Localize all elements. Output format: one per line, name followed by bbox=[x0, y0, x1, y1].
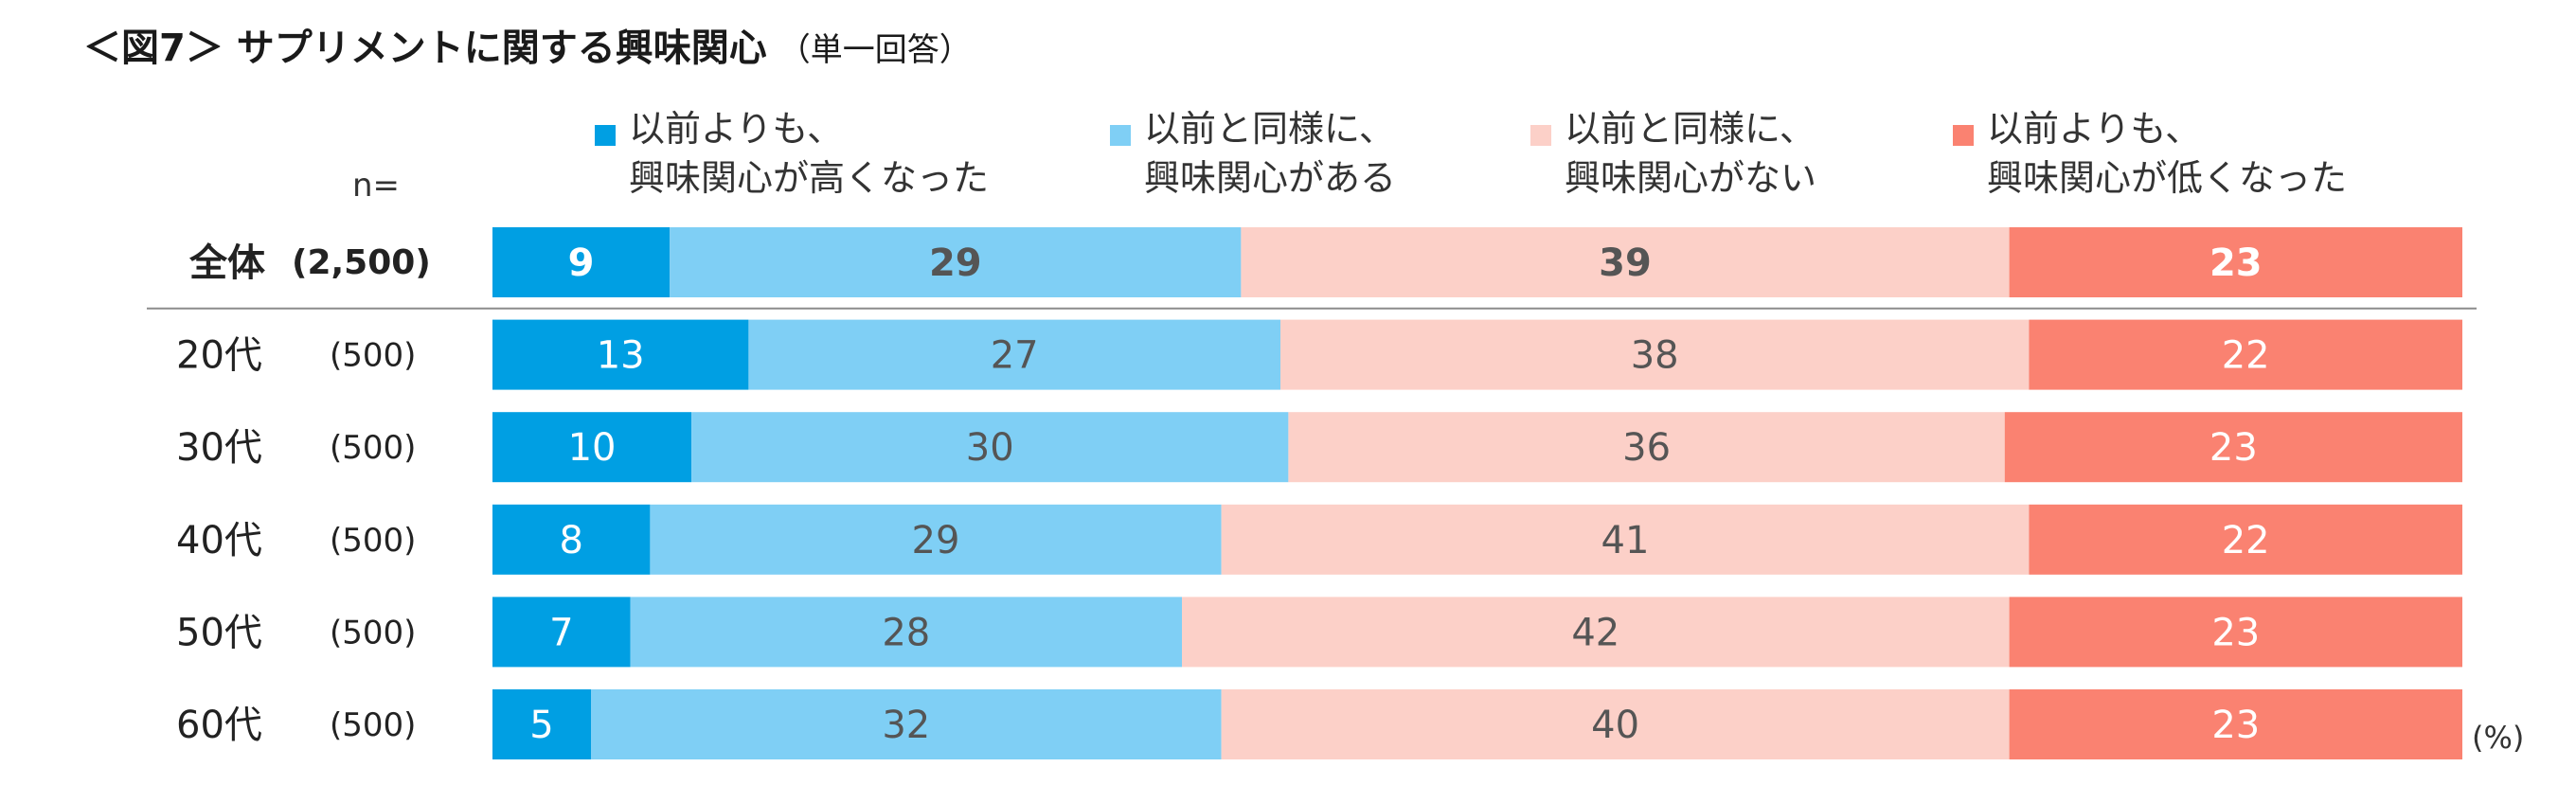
bar-segment bbox=[1221, 504, 2030, 575]
data-label: 39 bbox=[1599, 241, 1652, 285]
category-label: 60代 bbox=[176, 704, 262, 747]
category-label: 50代 bbox=[176, 611, 262, 654]
legend-swatch-same-interested bbox=[1110, 125, 1131, 146]
category-label: 全体 bbox=[188, 241, 265, 285]
n-label: n= bbox=[352, 167, 401, 205]
category-label: 40代 bbox=[176, 519, 262, 562]
chart-title: ＜図7＞ サプリメントに関する興味関心 （単一回答） bbox=[83, 17, 972, 72]
category-label: 30代 bbox=[176, 426, 262, 470]
data-label: 32 bbox=[882, 704, 930, 747]
bar-segment bbox=[2009, 597, 2462, 668]
sample-size-label: (2,500) bbox=[292, 243, 431, 282]
bar-segment bbox=[492, 689, 591, 759]
data-label: 27 bbox=[991, 334, 1039, 378]
data-label: 9 bbox=[568, 241, 595, 285]
bar-segment bbox=[2029, 319, 2462, 390]
chart-subtitle: （単一回答） bbox=[778, 31, 972, 69]
bar-segment bbox=[492, 504, 651, 575]
sample-size-label: (500) bbox=[330, 429, 416, 467]
legend-item-same-interested: 以前と同様に、 興味関心がある bbox=[1110, 104, 1396, 203]
bar-segment bbox=[492, 319, 749, 390]
bar-segment bbox=[650, 504, 1222, 575]
data-label: 38 bbox=[1631, 334, 1679, 378]
bar-segment bbox=[1221, 689, 2010, 759]
legend-swatch-same-not-interested bbox=[1530, 125, 1551, 146]
legend-label-same-not-interested: 以前と同様に、 興味関心がない bbox=[1565, 108, 1817, 199]
sample-size-label: (500) bbox=[330, 614, 416, 651]
legend-swatch-decreased bbox=[1953, 125, 1974, 146]
legend-swatch-increased bbox=[595, 125, 616, 146]
data-label: 22 bbox=[2222, 519, 2270, 562]
bar-segment bbox=[492, 412, 692, 483]
legend-label-same-interested: 以前と同様に、 興味関心がある bbox=[1144, 108, 1397, 199]
bar-segment bbox=[1241, 227, 2010, 297]
data-label: 41 bbox=[1601, 519, 1650, 562]
sample-size-label: (500) bbox=[330, 337, 416, 375]
legend-item-increased: 以前よりも、 興味関心が高くなった bbox=[595, 104, 989, 203]
legend-label-decreased: 以前よりも、 興味関心が低くなった bbox=[1987, 108, 2348, 199]
bar-segment bbox=[670, 227, 1242, 297]
bar-segment bbox=[1182, 597, 2010, 668]
bar-segment bbox=[492, 597, 631, 668]
legend-item-same-not-interested: 以前と同様に、 興味関心がない bbox=[1530, 104, 1816, 203]
bar-segment bbox=[1280, 319, 2030, 390]
category-label: 20代 bbox=[176, 334, 262, 378]
data-label: 36 bbox=[1622, 426, 1671, 470]
legend-label-increased: 以前よりも、 興味関心が高くなった bbox=[629, 108, 990, 199]
bar-segment bbox=[591, 689, 1222, 759]
bar-segment bbox=[691, 412, 1289, 483]
data-label: 8 bbox=[559, 519, 582, 562]
data-label: 23 bbox=[2211, 611, 2260, 654]
data-label: 29 bbox=[912, 519, 960, 562]
sample-size-label: (500) bbox=[330, 706, 416, 744]
sample-size-label: (500) bbox=[330, 522, 416, 560]
bar-segment bbox=[748, 319, 1280, 390]
bar-segment bbox=[2009, 689, 2462, 759]
bar-segment bbox=[1288, 412, 2005, 483]
data-label: 23 bbox=[2209, 426, 2258, 470]
data-label: 40 bbox=[1591, 704, 1639, 747]
data-label: 23 bbox=[2209, 241, 2263, 285]
data-label: 10 bbox=[568, 426, 617, 470]
unit-label: (%) bbox=[2472, 720, 2525, 756]
bar-segment bbox=[630, 597, 1182, 668]
data-label: 42 bbox=[1571, 611, 1619, 654]
chart-title-text: ＜図7＞ サプリメントに関する興味関心 bbox=[83, 27, 767, 70]
data-label: 22 bbox=[2222, 334, 2270, 378]
data-label: 13 bbox=[597, 334, 645, 378]
bar-segment bbox=[2004, 412, 2462, 483]
legend-item-decreased: 以前よりも、 興味関心が低くなった bbox=[1953, 104, 2347, 203]
data-label: 29 bbox=[929, 241, 982, 285]
data-label: 23 bbox=[2211, 704, 2260, 747]
data-label: 30 bbox=[966, 426, 1014, 470]
data-label: 5 bbox=[529, 704, 553, 747]
data-label: 28 bbox=[882, 611, 930, 654]
bar-segment bbox=[492, 227, 671, 297]
bar-segment bbox=[2029, 504, 2462, 575]
bar-segment bbox=[2009, 227, 2462, 297]
data-label: 7 bbox=[549, 611, 573, 654]
